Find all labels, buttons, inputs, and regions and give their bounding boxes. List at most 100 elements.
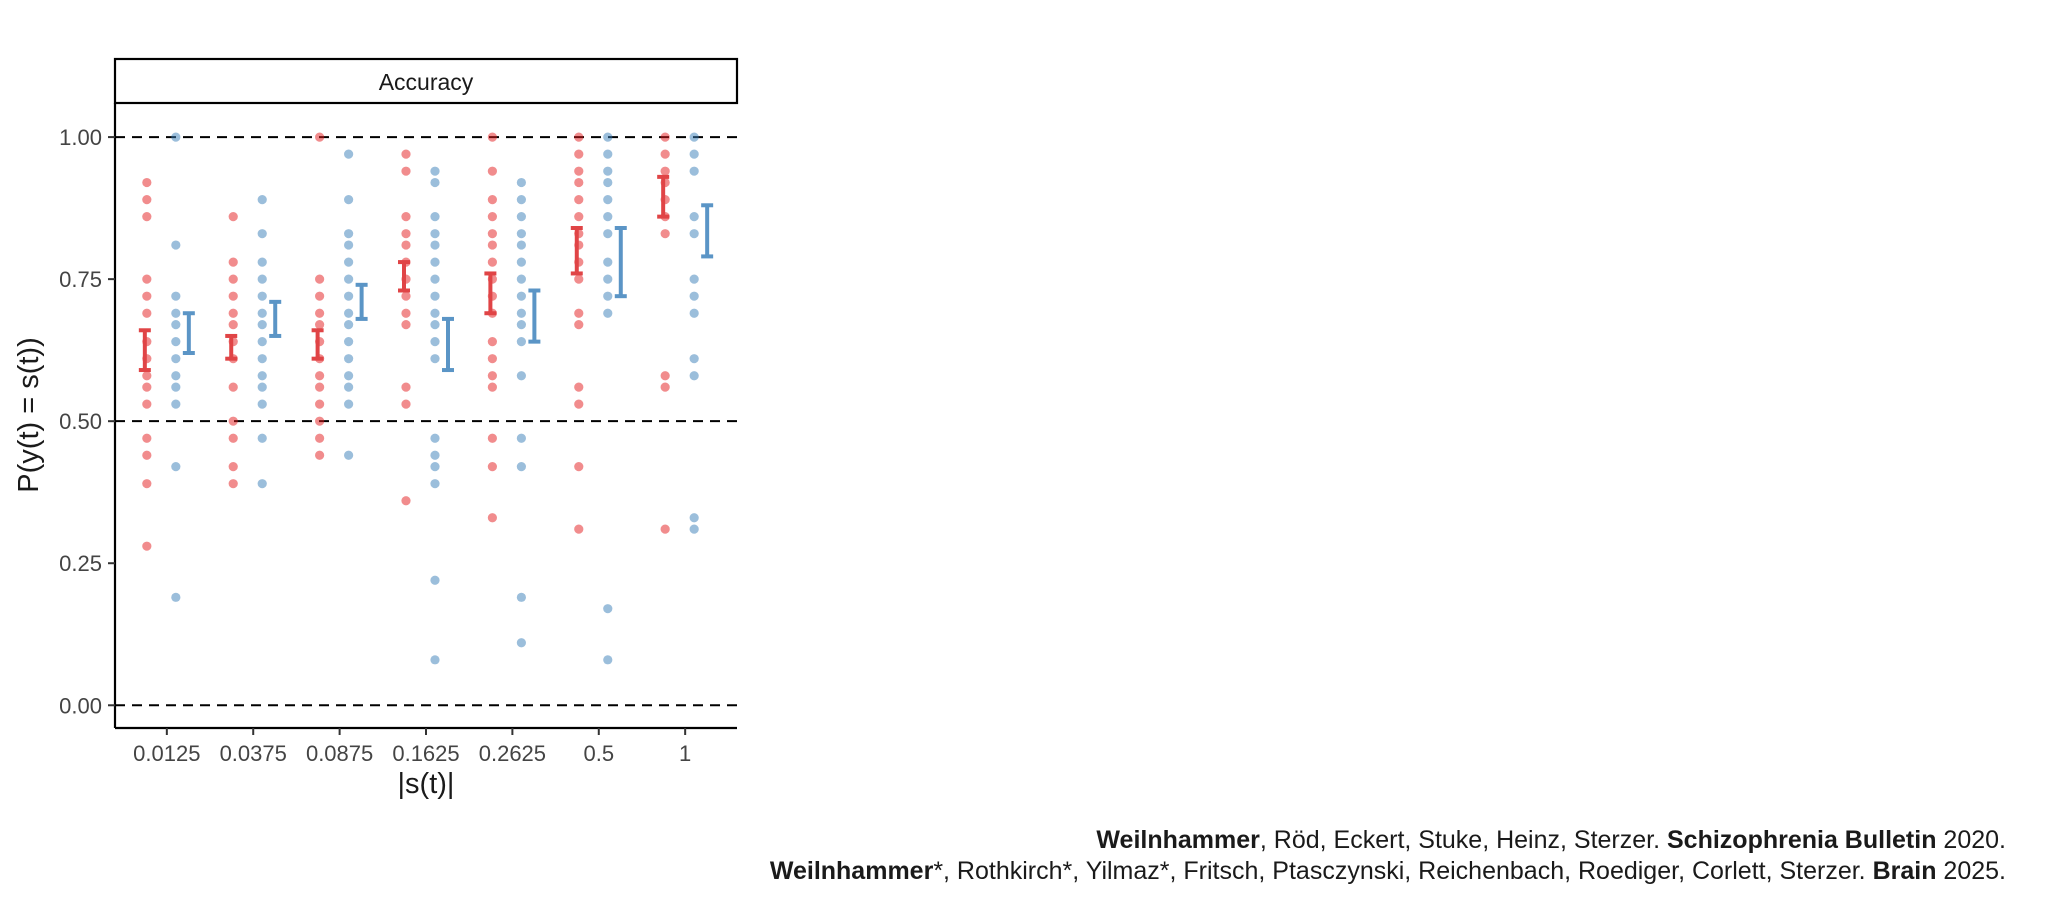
data-point	[315, 382, 325, 392]
data-point	[171, 319, 181, 330]
data-point	[344, 240, 354, 250]
data-point	[401, 240, 411, 250]
data-point	[689, 291, 699, 301]
data-point	[257, 399, 267, 409]
panel-strip: Accuracy	[113, 57, 739, 105]
data-point	[603, 655, 613, 665]
data-point	[430, 240, 440, 250]
x-ticks: 0.0125 0.0375 0.0875 0.1625 0.2625 0.5 1	[133, 728, 691, 766]
data-point	[430, 257, 440, 267]
data-point	[430, 479, 440, 489]
data-point	[487, 433, 497, 443]
data-point	[660, 166, 670, 176]
data-point	[344, 229, 354, 239]
data-point	[603, 149, 613, 159]
data-point	[430, 212, 440, 222]
data-point	[487, 240, 497, 250]
data-point	[516, 240, 526, 250]
data-point	[344, 291, 354, 301]
data-point	[257, 194, 267, 205]
data-point	[430, 575, 440, 585]
data-point	[228, 319, 238, 330]
data-point	[171, 354, 181, 364]
data-point	[401, 291, 411, 301]
citation-2-author: Weilnhammer	[769, 857, 934, 885]
data-point	[430, 433, 440, 443]
data-point	[315, 274, 325, 284]
data-point	[689, 371, 699, 381]
data-point	[689, 354, 699, 364]
data-points	[142, 132, 699, 665]
data-point	[574, 308, 584, 318]
data-point	[430, 177, 440, 188]
data-point	[315, 308, 325, 318]
data-point	[344, 354, 354, 364]
data-point	[401, 399, 411, 409]
data-point	[430, 166, 440, 176]
data-point	[142, 212, 152, 222]
citation-2-journal: Brain	[1872, 857, 1937, 885]
data-point	[228, 257, 238, 267]
data-point	[344, 257, 354, 267]
data-point	[516, 291, 526, 301]
data-point	[228, 308, 238, 318]
data-point	[257, 354, 267, 364]
citation-1-author: Weilnhammer	[1096, 826, 1260, 854]
data-point	[401, 382, 411, 392]
data-point	[228, 212, 238, 222]
data-point	[430, 291, 440, 301]
panel-title: Accuracy	[379, 69, 474, 95]
data-point	[487, 194, 497, 205]
data-point	[257, 274, 267, 284]
y-tick-label: 0.25	[59, 551, 102, 576]
data-point	[689, 166, 699, 176]
data-point	[257, 337, 267, 347]
x-tick-label: 0.0375	[220, 741, 287, 766]
data-point	[257, 229, 267, 239]
data-point	[660, 371, 670, 381]
data-point	[171, 462, 181, 472]
data-point	[487, 382, 497, 392]
data-point	[142, 479, 152, 489]
data-point	[142, 433, 152, 443]
data-point	[689, 212, 699, 222]
data-point	[603, 132, 613, 142]
data-point	[142, 399, 152, 409]
data-point	[257, 479, 267, 489]
data-point	[142, 194, 152, 205]
data-point	[487, 337, 497, 347]
x-axis-title: |s(t)|	[398, 768, 455, 800]
data-point	[171, 399, 181, 409]
data-point	[142, 371, 152, 381]
data-point	[401, 166, 411, 176]
data-point	[142, 382, 152, 392]
data-point	[315, 433, 325, 443]
data-point	[660, 524, 670, 534]
data-point	[574, 382, 584, 392]
data-point	[344, 337, 354, 347]
data-point	[257, 308, 267, 318]
data-point	[430, 319, 440, 330]
data-point	[516, 592, 526, 602]
data-point	[603, 291, 613, 301]
data-point	[487, 212, 497, 222]
data-point	[430, 450, 440, 460]
data-point	[487, 513, 497, 523]
data-point	[516, 308, 526, 318]
data-point	[516, 337, 526, 347]
data-point	[516, 274, 526, 284]
data-point	[603, 229, 613, 239]
data-point	[660, 229, 670, 239]
data-point	[171, 308, 181, 318]
data-point	[344, 319, 354, 330]
data-point	[603, 166, 613, 176]
data-point	[401, 229, 411, 239]
data-point	[430, 274, 440, 284]
reference-lines	[115, 136, 737, 707]
citation-1-authors: , Röd, Eckert, Stuke, Heinz, Sterzer.	[1259, 826, 1667, 854]
data-point	[487, 462, 497, 472]
data-point	[228, 433, 238, 443]
data-point	[516, 638, 526, 648]
data-point	[487, 257, 497, 267]
